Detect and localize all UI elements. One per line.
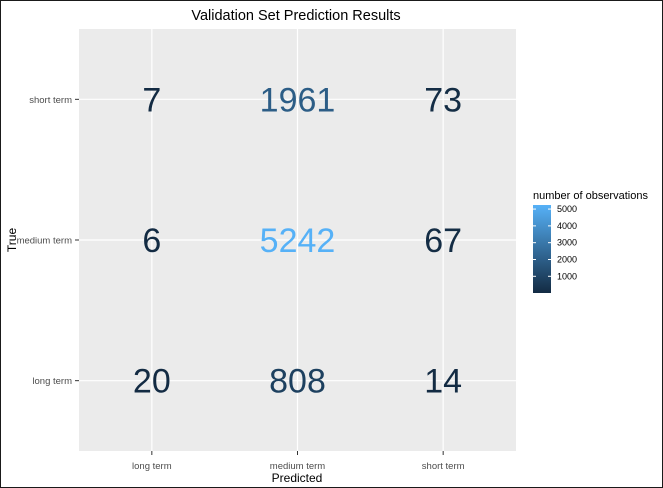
x-tick-label: medium term	[270, 461, 326, 472]
cell-value: 6	[142, 222, 161, 260]
cell-value: 67	[424, 222, 462, 260]
legend-tick-label: 2000	[557, 254, 577, 264]
cell-values: 7 1961 73 6 5242 67 20 808 14	[133, 81, 462, 400]
cell-value: 73	[424, 81, 462, 119]
cell-value: 20	[133, 363, 171, 401]
cell-value: 808	[269, 363, 326, 401]
cell-value: 5242	[260, 222, 336, 260]
legend-tick-label: 1000	[557, 271, 577, 281]
chart-title: Validation Set Prediction Results	[191, 8, 400, 24]
cell-value: 14	[424, 363, 462, 401]
y-tick-label: short term	[29, 95, 72, 106]
grid-lines	[79, 29, 516, 451]
legend-tick-label: 4000	[557, 221, 577, 231]
x-axis-title: Predicted	[272, 471, 323, 485]
y-axis-title: True	[5, 228, 19, 253]
legend-ticks: 1000 2000 3000 4000 5000	[533, 204, 577, 281]
x-tick-label: long term	[132, 461, 172, 472]
cell-value: 1961	[260, 81, 336, 119]
legend-tick-label: 5000	[557, 204, 577, 214]
legend-tick-label: 3000	[557, 238, 577, 248]
y-tick-labels: long term medium term short term	[17, 95, 73, 387]
legend-title: number of observations	[533, 190, 648, 202]
y-tick-label: long term	[32, 376, 72, 387]
cell-value: 7	[142, 81, 161, 119]
tick-marks	[75, 98, 444, 455]
color-legend: number of observations 1000 2000 3000 4000 5…	[533, 190, 648, 293]
x-tick-labels: long term medium term short term	[132, 461, 465, 472]
y-tick-label: medium term	[17, 236, 73, 247]
x-tick-label: short term	[422, 461, 465, 472]
legend-color-bar	[533, 205, 551, 293]
